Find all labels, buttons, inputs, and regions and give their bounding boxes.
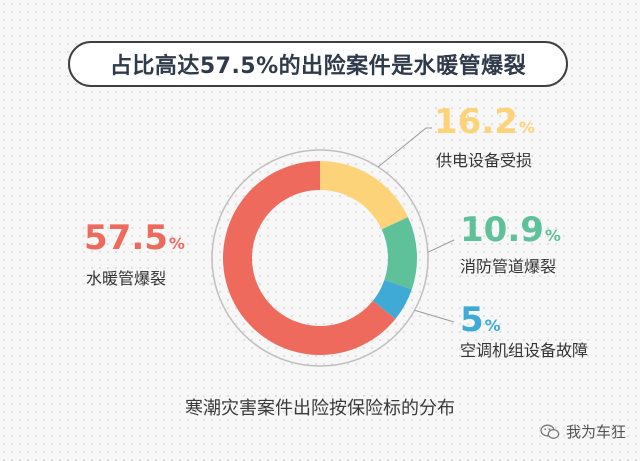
slice-power-unit: % [518, 118, 535, 137]
chart-title: 占比高达57.5%的出险案件是水暖管爆裂 [109, 54, 527, 79]
slice-power-percent: 16.2% [434, 105, 535, 139]
slice-power-label: 供电设备受损 [436, 151, 533, 170]
slice-fire-leader-line [427, 239, 455, 253]
slice-power-leader-line [377, 127, 432, 168]
wechat-icon [540, 424, 560, 439]
slice-fire-unit: % [544, 226, 561, 245]
slice-fire-label: 消防管道爆裂 [460, 257, 557, 276]
slice-water-label: 水暖管爆裂 [86, 269, 167, 288]
slice-fire-percent: 10.9% [460, 213, 561, 247]
slice-water-percent: 57.5% [84, 221, 185, 255]
slice-power-value: 16.2 [434, 102, 518, 142]
slice-water-value: 57.5 [84, 218, 168, 258]
title-pill: 占比高达57.5%的出险案件是水暖管爆裂 [68, 41, 568, 87]
slice-ac-value: 5 [460, 300, 484, 340]
slice-power-arc [320, 161, 408, 230]
slice-fire-arc [381, 217, 417, 290]
slice-ac-percent: 5% [460, 303, 501, 337]
slice-ac-unit: % [484, 316, 501, 335]
brand-watermark: 我为车狂 [540, 421, 626, 442]
slice-ac-leader-line [414, 309, 455, 323]
brand-text: 我为车狂 [565, 423, 626, 441]
slice-water-unit: % [168, 234, 185, 253]
slice-ac-label: 空调机组设备故障 [460, 341, 589, 360]
donut-outer-ring [211, 149, 429, 367]
slice-fire-value: 10.9 [460, 210, 544, 250]
slice-ac-arc [372, 280, 412, 320]
slice-water-arc [222, 161, 396, 355]
chart-subtitle: 寒潮灾害案件出险按保险标的分布 [185, 398, 455, 419]
